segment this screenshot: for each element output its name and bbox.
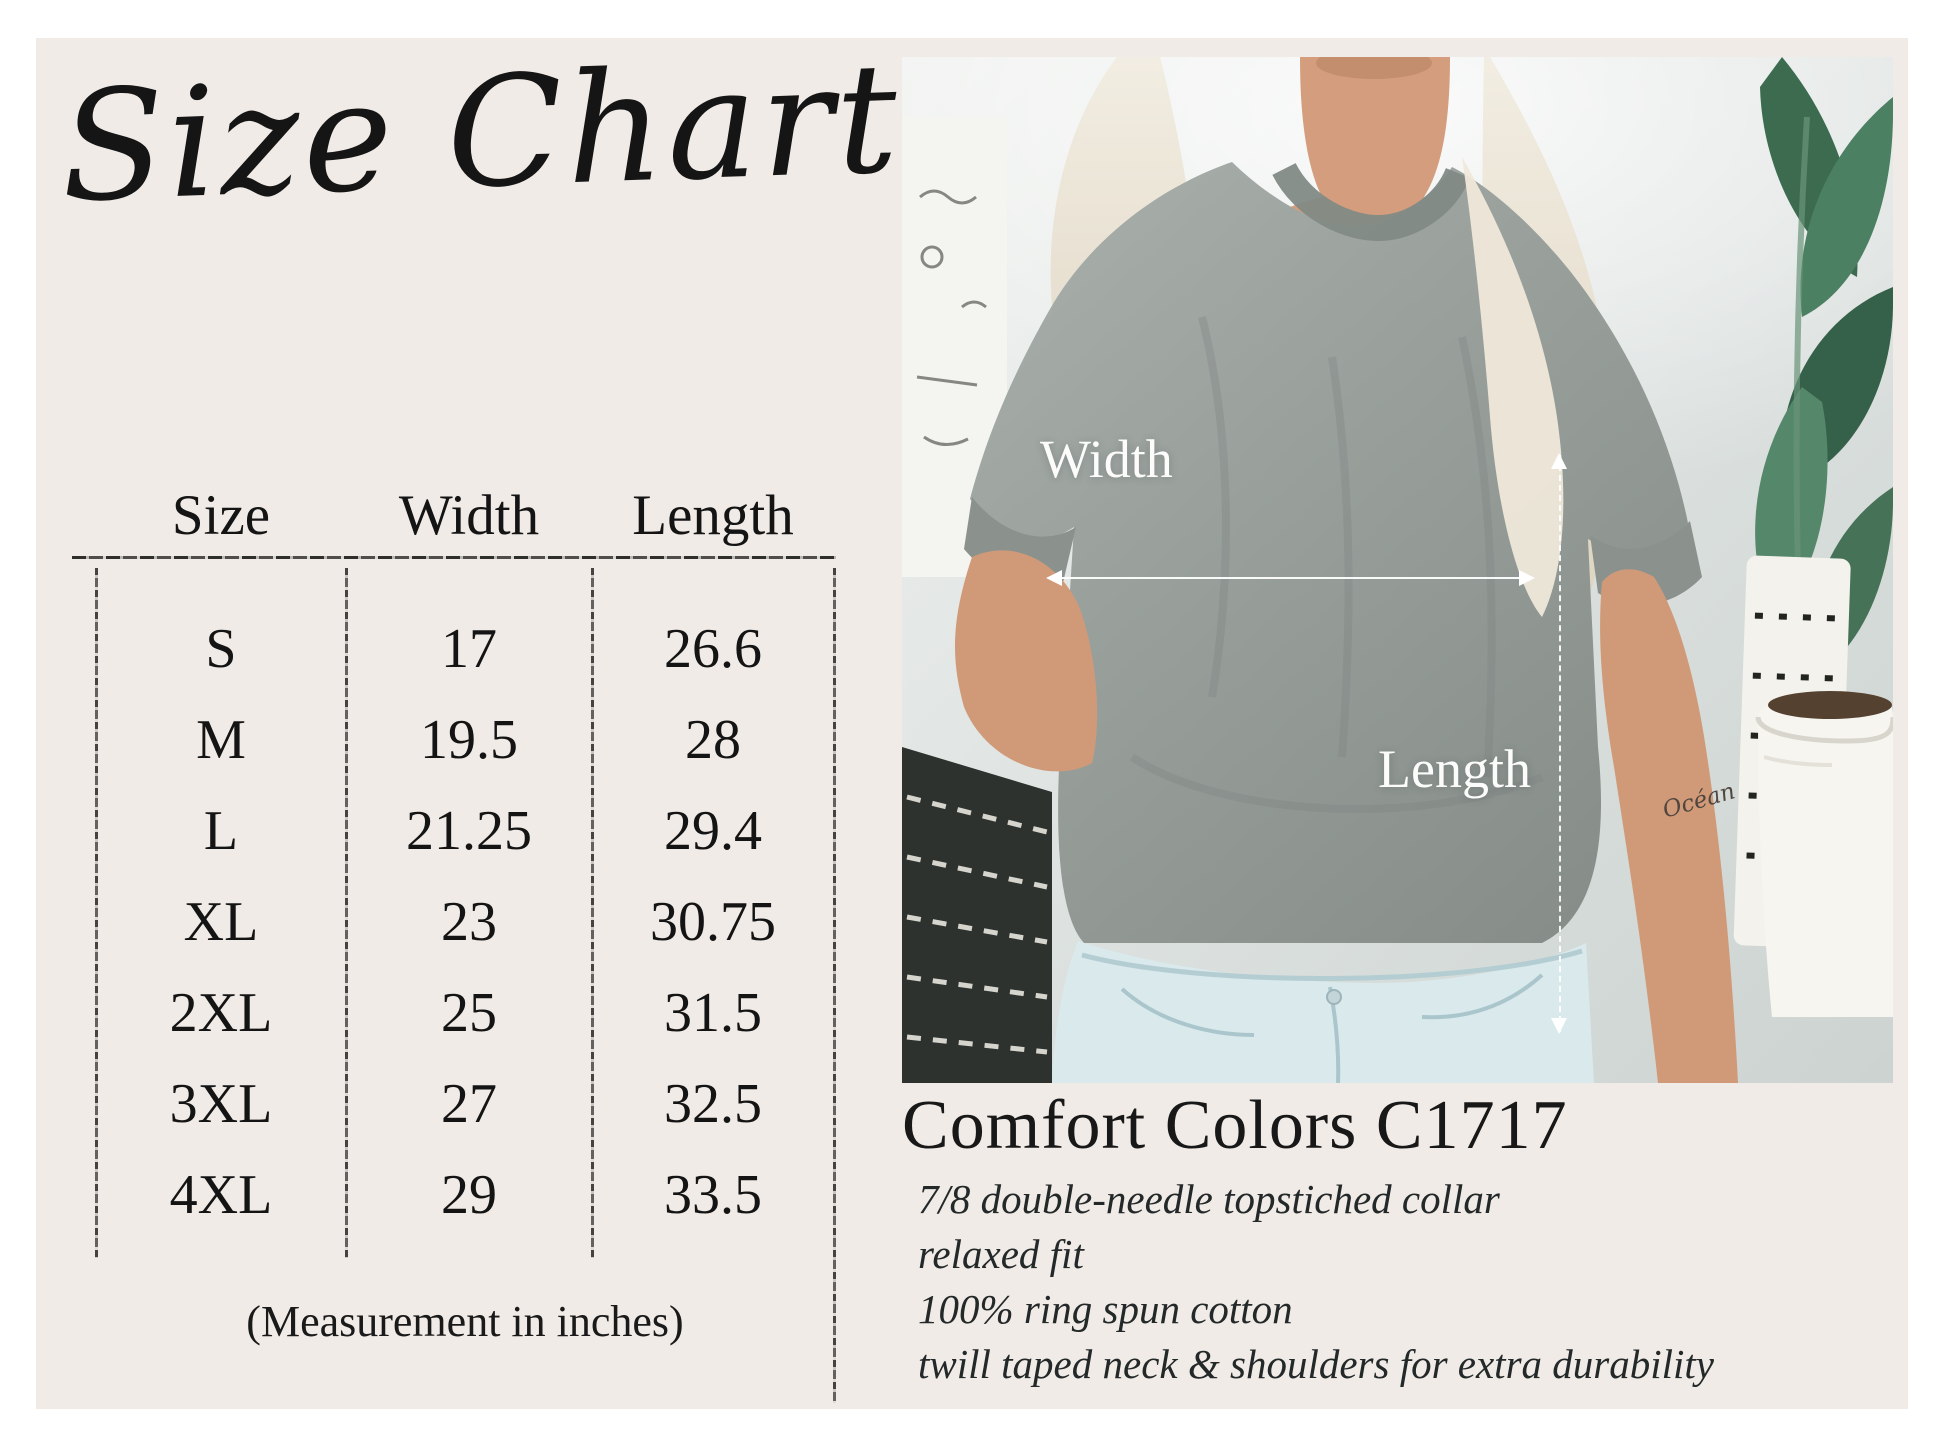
width-cell: 19.5 bbox=[420, 708, 518, 771]
right-arm bbox=[1600, 569, 1738, 1083]
table-header-length: Length bbox=[632, 483, 794, 547]
left-arm bbox=[954, 550, 1098, 772]
size-cell: L bbox=[203, 799, 239, 862]
table-header-size: Size bbox=[171, 483, 271, 547]
feature-list: 7/8 double-needle topstiched collar rela… bbox=[918, 1172, 1908, 1392]
table-row: L 21.25 29.4 bbox=[96, 785, 834, 876]
width-annotation-label: Width bbox=[1040, 429, 1173, 489]
length-cell: 32.5 bbox=[664, 1072, 762, 1135]
size-cell: XL bbox=[183, 890, 259, 953]
page-title: Size Chart bbox=[57, 29, 904, 236]
width-cell: 27 bbox=[441, 1072, 497, 1135]
person bbox=[954, 57, 1738, 1083]
length-cell: 30.75 bbox=[650, 890, 776, 953]
jeans-button bbox=[1326, 989, 1342, 1005]
size-cell: 3XL bbox=[169, 1072, 273, 1135]
length-cell: 29.4 bbox=[664, 799, 762, 862]
size-cell: 2XL bbox=[169, 981, 273, 1044]
table-divider-mid2 bbox=[591, 568, 594, 1258]
width-arrow bbox=[1046, 570, 1535, 586]
arrowhead-up-icon bbox=[1551, 453, 1567, 469]
table-divider-left bbox=[95, 568, 98, 1258]
length-cell: 26.6 bbox=[664, 617, 762, 680]
rug bbox=[902, 747, 1052, 1083]
length-cell: 33.5 bbox=[664, 1163, 762, 1226]
length-cell: 31.5 bbox=[664, 981, 762, 1044]
collar bbox=[1272, 162, 1471, 241]
width-cell: 29 bbox=[441, 1163, 497, 1226]
width-cell: 17 bbox=[441, 617, 497, 680]
table-header-width: Width bbox=[398, 483, 540, 547]
table-row: 3XL 27 32.5 bbox=[96, 1058, 834, 1149]
length-annotation-label: Length bbox=[1378, 739, 1531, 799]
feature-item: 7/8 double-needle topstiched collar bbox=[918, 1176, 1500, 1222]
hair-front-right bbox=[1462, 157, 1564, 617]
plant-pot bbox=[1755, 691, 1893, 1017]
product-name: Comfort Colors C1717 bbox=[902, 1087, 1568, 1164]
jeans bbox=[1052, 941, 1594, 1083]
product-photo bbox=[902, 57, 1893, 1083]
feature-item: relaxed fit bbox=[918, 1230, 1084, 1277]
chin-shadow bbox=[1316, 57, 1432, 79]
feature-item: 100% ring spun cotton bbox=[918, 1285, 1293, 1332]
table-divider-right bbox=[833, 568, 836, 1403]
width-cell: 25 bbox=[441, 981, 497, 1044]
neck bbox=[1222, 57, 1524, 249]
feature-item: twill taped neck & shoulders for extra d… bbox=[918, 1340, 1714, 1387]
length-cell: 28 bbox=[685, 708, 741, 771]
length-arrow bbox=[1551, 453, 1567, 1034]
measurement-note: (Measurement in inches) bbox=[246, 1297, 684, 1346]
table-row: S 17 26.6 bbox=[96, 603, 834, 694]
table-divider-mid1 bbox=[345, 568, 348, 1258]
table-header-rule bbox=[72, 556, 836, 559]
table-row: 4XL 29 33.5 bbox=[96, 1149, 834, 1240]
table-row: XL 23 30.75 bbox=[96, 876, 834, 967]
arrowhead-down-icon bbox=[1551, 1018, 1567, 1034]
size-cell: M bbox=[196, 708, 246, 771]
size-cell: 4XL bbox=[169, 1163, 273, 1226]
arrowhead-left-icon bbox=[1046, 570, 1062, 586]
table-row: 2XL 25 31.5 bbox=[96, 967, 834, 1058]
arrowhead-right-icon bbox=[1519, 570, 1535, 586]
shirt-folds bbox=[1129, 316, 1544, 814]
table-row: M 19.5 28 bbox=[96, 694, 834, 785]
width-cell: 23 bbox=[441, 890, 497, 953]
jeans-waistband bbox=[1081, 948, 1583, 982]
size-cell: S bbox=[205, 617, 237, 680]
width-cell: 21.25 bbox=[406, 799, 532, 862]
table-header-row: Size Width Length bbox=[96, 478, 834, 552]
